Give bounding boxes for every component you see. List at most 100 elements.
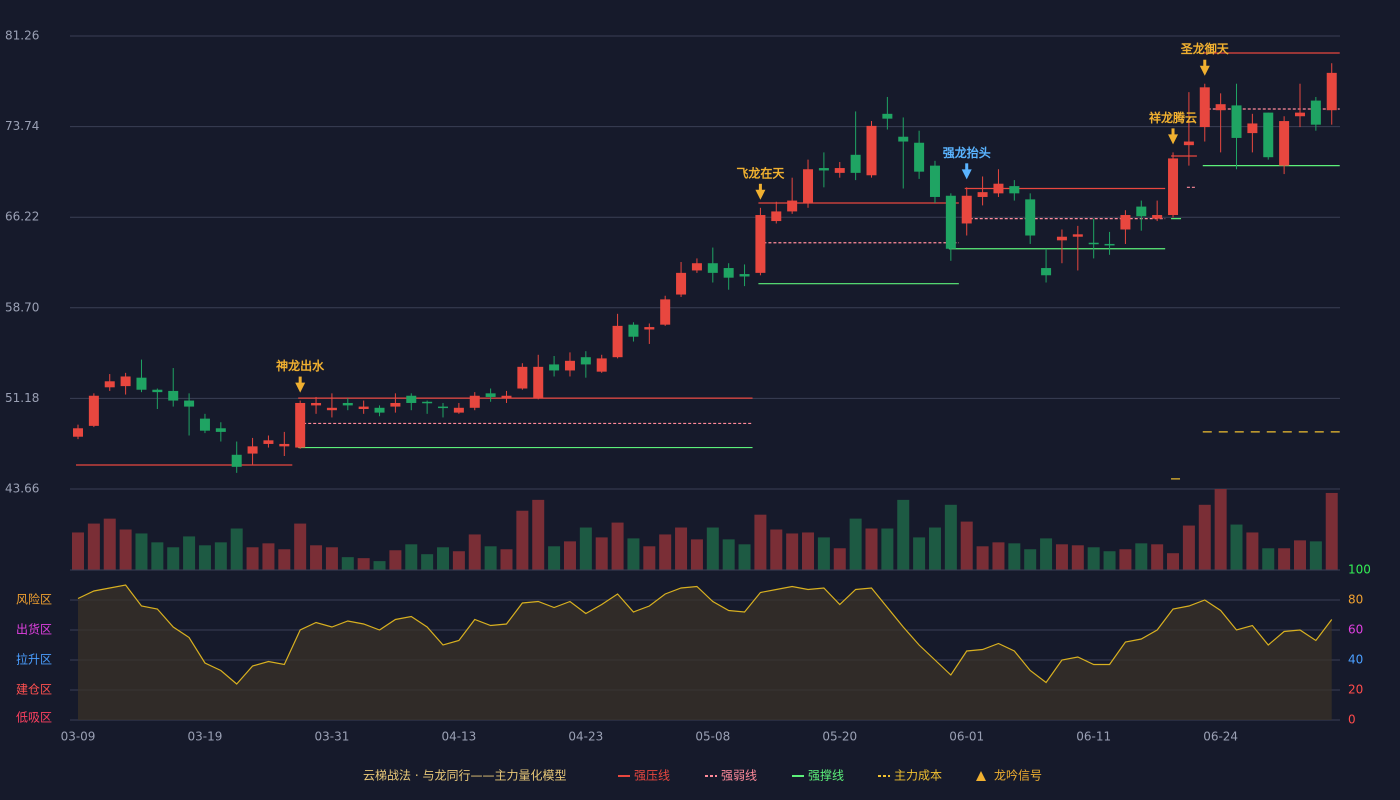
- x-tick-label: 04-13: [441, 730, 476, 744]
- signal-arrow: [961, 169, 972, 180]
- volume-bar: [690, 539, 703, 570]
- volume-bar: [1087, 547, 1100, 570]
- signal-label: 圣龙御天: [1180, 41, 1230, 56]
- zone-label: 出货区: [16, 622, 52, 637]
- candle-body: [215, 428, 226, 432]
- volume-bar: [373, 561, 386, 570]
- candle-body: [707, 263, 718, 273]
- volume-bar: [1040, 538, 1053, 570]
- signal-stem: [1171, 128, 1175, 136]
- candle-body: [1263, 112, 1274, 158]
- volume-bar: [1293, 540, 1306, 570]
- volume-bar: [563, 541, 576, 570]
- volume-bar: [1119, 549, 1132, 570]
- volume-bar: [72, 532, 84, 570]
- candle-body: [1215, 104, 1226, 111]
- candle-body: [1025, 199, 1036, 236]
- candle-body: [564, 360, 575, 371]
- volume-bar: [278, 549, 291, 570]
- osc-line: [77, 584, 1333, 685]
- candle-body: [1041, 268, 1052, 276]
- volume-bar: [1182, 525, 1195, 570]
- legend-label: 强压线: [634, 769, 670, 783]
- candle-body: [342, 402, 353, 406]
- candle-body: [326, 407, 337, 411]
- x-tick-label: 03-19: [188, 730, 223, 744]
- candle-body: [406, 395, 417, 403]
- x-tick-label: 06-24: [1203, 730, 1238, 744]
- zone-label: 拉升区: [16, 652, 52, 667]
- volume-bar: [1214, 489, 1227, 570]
- candle-body: [104, 381, 115, 388]
- signal-label: 飞龙在天: [736, 165, 785, 180]
- candle-body: [580, 357, 591, 365]
- volume-bar: [595, 537, 608, 570]
- candle-body: [73, 428, 83, 437]
- candle-body: [755, 215, 766, 273]
- osc-tick-label: 100: [1348, 563, 1371, 577]
- volume-bar: [817, 537, 830, 570]
- volume-bar: [310, 545, 323, 570]
- x-tick-label: 04-23: [568, 730, 603, 744]
- signal-label: 强龙抬头: [943, 145, 991, 160]
- volume-bar: [1198, 504, 1211, 570]
- x-tick-label: 05-08: [695, 730, 730, 744]
- candle-body: [787, 200, 798, 212]
- volume-bar: [770, 529, 783, 570]
- volume-bar: [643, 546, 656, 570]
- volume-bar: [1262, 548, 1275, 570]
- candle-body: [438, 406, 449, 409]
- candle-body: [1104, 243, 1115, 246]
- candle-body: [263, 440, 274, 444]
- y-tick-label: 43.66: [5, 482, 39, 496]
- volume-bar: [532, 499, 545, 570]
- volume-bar: [754, 514, 767, 570]
- osc-tick-label: 80: [1348, 593, 1363, 607]
- candle-body: [1056, 236, 1067, 241]
- candle-body: [453, 407, 464, 413]
- candle-body: [1088, 242, 1099, 245]
- candle-body: [882, 113, 893, 119]
- volume-bar: [1024, 549, 1037, 570]
- legend-label: 强撑线: [808, 768, 844, 783]
- candle-body: [1199, 87, 1210, 128]
- volume-bar: [1167, 553, 1180, 570]
- candle-body: [834, 168, 845, 173]
- candle-body: [311, 402, 322, 406]
- candle-body: [977, 192, 988, 197]
- volume-bar: [198, 545, 211, 570]
- volume-bar: [325, 547, 338, 570]
- signal-stem: [1203, 59, 1207, 67]
- volume-bar: [151, 542, 164, 570]
- volume-bar: [500, 549, 513, 570]
- volume-bar: [881, 528, 894, 570]
- candle-body: [295, 402, 306, 448]
- volume-bar: [183, 536, 196, 570]
- signal-arrow: [1199, 65, 1210, 76]
- volume-bar: [516, 510, 529, 570]
- candle-body: [628, 324, 639, 337]
- candle-body: [1183, 141, 1194, 146]
- candle-body: [961, 195, 972, 224]
- volume-bar: [833, 548, 846, 570]
- volume-bar: [341, 557, 354, 570]
- osc-tick-label: 40: [1348, 653, 1363, 667]
- candle-body: [184, 400, 195, 407]
- candle-body: [596, 358, 607, 372]
- zone-label: 风险区: [16, 592, 52, 607]
- candle-body: [247, 446, 258, 454]
- legend-title: 云梯战法 · 与龙同行——主力量化模型: [363, 769, 566, 783]
- legend-label: 主力成本: [894, 769, 942, 783]
- signal-stem: [758, 183, 762, 191]
- volume-bar: [897, 499, 910, 570]
- candle-body: [374, 407, 385, 413]
- x-tick-label: 06-11: [1076, 730, 1111, 744]
- candle-body: [691, 263, 702, 271]
- volume-bar: [389, 550, 402, 570]
- volume-bar: [960, 521, 973, 570]
- candle-body: [1231, 105, 1242, 138]
- volume-bar: [976, 546, 989, 570]
- volume-bar: [357, 558, 370, 570]
- candle-body: [422, 401, 433, 404]
- legend-label: 强弱线: [721, 769, 757, 783]
